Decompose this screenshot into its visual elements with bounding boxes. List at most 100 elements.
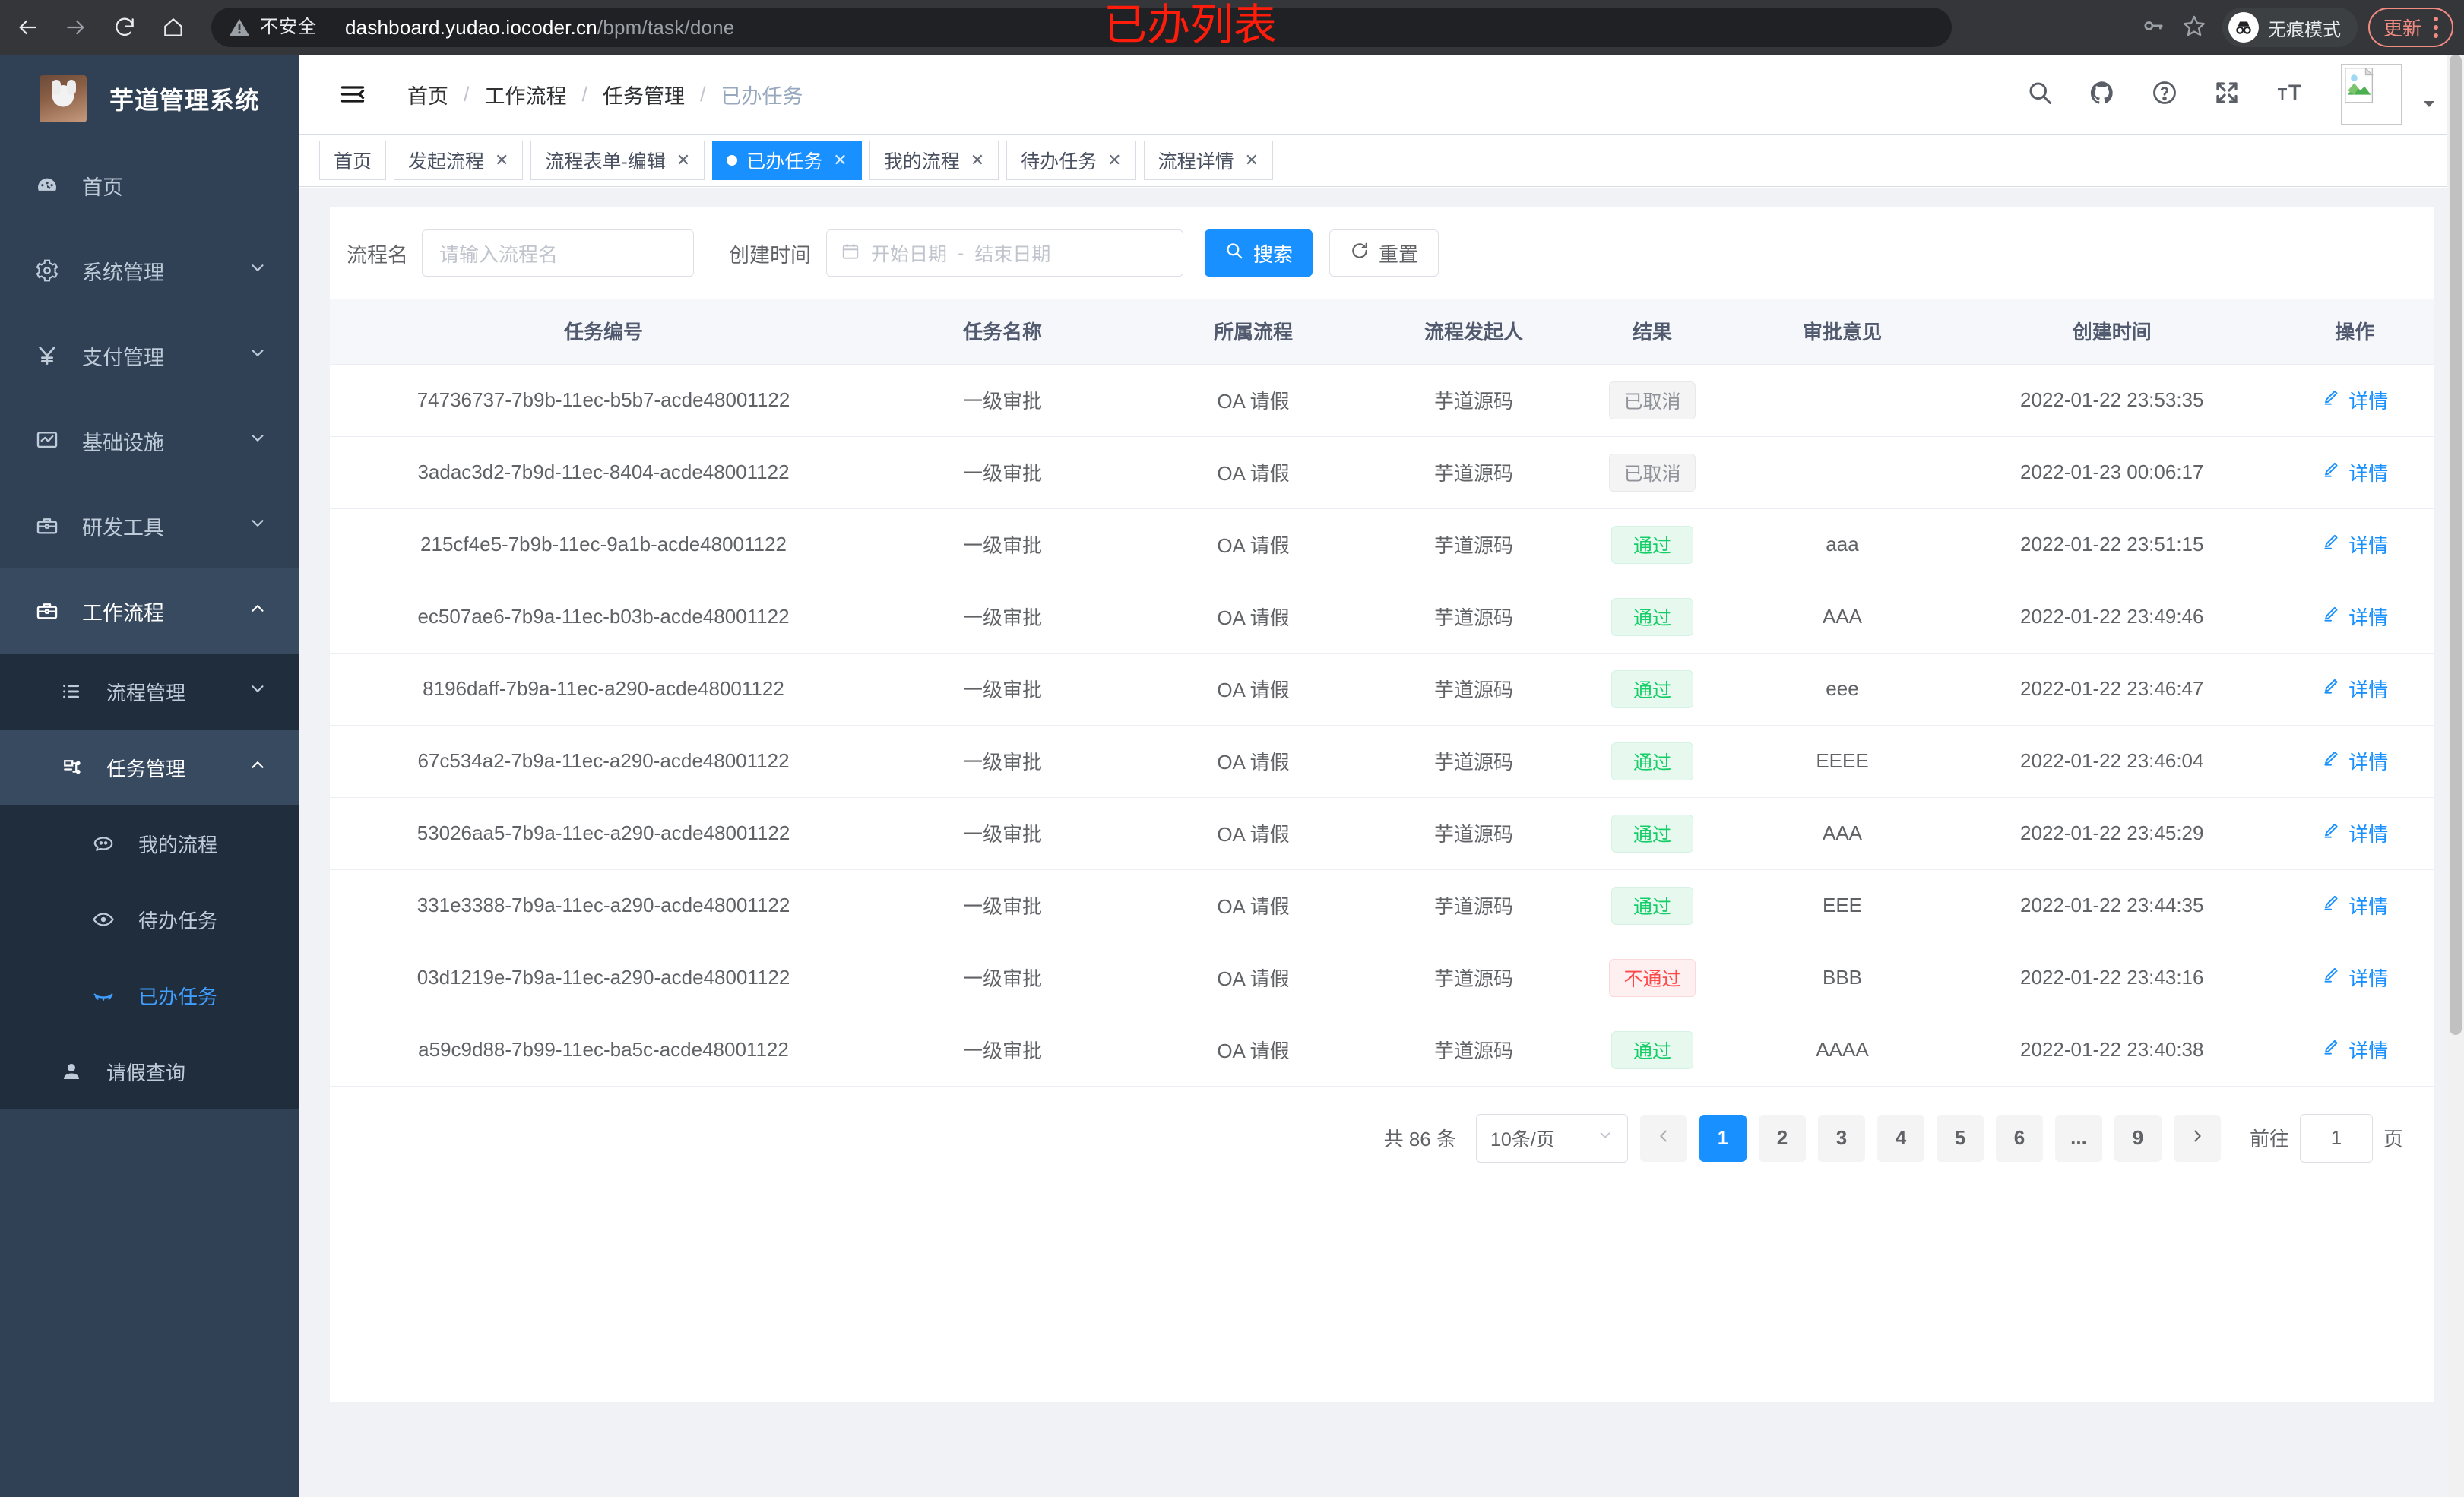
detail-button[interactable]: 详情 — [2321, 530, 2388, 559]
detail-button[interactable]: 详情 — [2321, 964, 2388, 992]
close-icon[interactable]: ✕ — [495, 150, 509, 169]
tab-process-form-edit[interactable]: 流程表单-编辑 ✕ — [530, 141, 705, 180]
prev-page-button[interactable] — [1639, 1114, 1687, 1162]
password-key-button[interactable] — [2133, 7, 2174, 48]
date-range-picker[interactable]: 开始日期 - 结束日期 — [826, 229, 1183, 277]
detail-button[interactable]: 详情 — [2321, 891, 2388, 919]
cell-result: 通过 — [1569, 508, 1736, 581]
back-button[interactable] — [6, 6, 49, 49]
brand-header[interactable]: 芋道管理系统 — [0, 55, 299, 143]
cell-result: 通过 — [1569, 653, 1736, 726]
sidebar-item-dev-tools[interactable]: 研发工具 — [0, 483, 299, 568]
table-row[interactable]: 74736737-7b9b-11ec-b5b7-acde48001122 一级审批… — [330, 364, 2434, 437]
bookmark-button[interactable] — [2174, 7, 2215, 48]
help-button[interactable] — [2148, 78, 2181, 111]
reload-button[interactable] — [103, 6, 146, 49]
table-row[interactable]: 3adac3d2-7b9d-11ec-8404-acde48001122 一级审批… — [330, 436, 2434, 509]
hamburger-icon[interactable] — [331, 81, 374, 108]
tab-process-detail[interactable]: 流程详情 ✕ — [1143, 141, 1274, 180]
page-number-button[interactable]: 3 — [1817, 1114, 1865, 1162]
table-row[interactable]: a59c9d88-7b99-11ec-ba5c-acde48001122 一级审批… — [330, 1014, 2434, 1087]
process-name-placeholder: 请输入流程名 — [439, 242, 559, 266]
cell-task-name: 一级审批 — [877, 942, 1128, 1014]
close-icon[interactable]: ✕ — [970, 150, 985, 169]
sidebar-item-my-process[interactable]: 我的流程 — [0, 805, 299, 881]
scrollbar-thumb[interactable] — [2450, 55, 2462, 1035]
table-row[interactable]: 8196daff-7b9a-11ec-a290-acde48001122 一级审批… — [330, 653, 2434, 726]
tree-node-icon — [53, 756, 90, 779]
chevron-up-icon — [248, 755, 268, 780]
detail-button[interactable]: 详情 — [2321, 603, 2388, 631]
kebab-menu-icon[interactable] — [2429, 17, 2443, 38]
update-button[interactable]: 更新 — [2367, 8, 2453, 47]
fullscreen-button[interactable] — [2210, 78, 2244, 111]
breadcrumb-item-task-management[interactable]: 任务管理 — [603, 84, 686, 108]
sidebar-item-todo-tasks[interactable]: 待办任务 — [0, 881, 299, 957]
incognito-indicator[interactable]: 无痕模式 — [2222, 8, 2358, 47]
address-bar[interactable]: 不安全 dashboard.yudao.iocoder.cn/bpm/task/… — [211, 8, 1952, 47]
page-number-button[interactable]: 2 — [1758, 1114, 1806, 1162]
detail-button[interactable]: 详情 — [2321, 458, 2388, 486]
table-row[interactable]: 215cf4e5-7b9b-11ec-9a1b-acde48001122 一级审批… — [330, 508, 2434, 581]
url-host: dashboard.yudao.iocoder.cn — [345, 15, 597, 39]
font-size-button[interactable] — [2272, 78, 2306, 111]
process-name-input[interactable]: 请输入流程名 — [422, 229, 694, 277]
cell-approval-note: BBB — [1736, 942, 1949, 1014]
page-number-button[interactable]: 6 — [1995, 1114, 2043, 1162]
sidebar-item-infrastructure[interactable]: 基础设施 — [0, 398, 299, 483]
close-icon[interactable]: ✕ — [1244, 150, 1259, 169]
detail-button[interactable]: 详情 — [2321, 1036, 2388, 1064]
table-row[interactable]: 331e3388-7b9a-11ec-a290-acde48001122 一级审批… — [330, 869, 2434, 942]
table-row[interactable]: 53026aa5-7b9a-11ec-a290-acde48001122 一级审批… — [330, 797, 2434, 870]
github-button[interactable] — [2086, 78, 2119, 111]
tab-my-process[interactable]: 我的流程 ✕ — [869, 141, 999, 180]
search-button[interactable] — [2023, 78, 2057, 111]
cell-created-time: 2022-01-22 23:49:46 — [1949, 581, 2276, 654]
page-scrollbar[interactable] — [2447, 55, 2464, 1497]
page-number-button[interactable]: 4 — [1877, 1114, 1924, 1162]
next-page-button[interactable] — [2173, 1114, 2221, 1162]
toolbox-icon — [29, 514, 65, 538]
close-icon[interactable]: ✕ — [833, 150, 847, 169]
detail-button[interactable]: 详情 — [2321, 747, 2388, 775]
search-button[interactable]: 搜索 — [1205, 229, 1313, 277]
detail-button[interactable]: 详情 — [2321, 819, 2388, 847]
table-row[interactable]: 03d1219e-7b9a-11ec-a290-acde48001122 一级审批… — [330, 942, 2434, 1014]
url-path: /bpm/task/done — [597, 15, 735, 39]
edit-pencil-icon — [2321, 893, 2341, 918]
table-row[interactable]: 67c534a2-7b9a-11ec-a290-acde48001122 一级审批… — [330, 725, 2434, 798]
page-number-button[interactable]: 1 — [1699, 1114, 1747, 1162]
sidebar-item-task-management[interactable]: 任务管理 — [0, 730, 299, 805]
page-number-button[interactable]: 5 — [1936, 1114, 1984, 1162]
sidebar-item-process-management[interactable]: 流程管理 — [0, 654, 299, 730]
sidebar-item-workflow[interactable]: 工作流程 — [0, 568, 299, 654]
page-number-button[interactable]: 9 — [2114, 1114, 2162, 1162]
chevron-down-icon[interactable] — [2420, 94, 2438, 116]
close-icon[interactable]: ✕ — [676, 150, 691, 169]
tab-todo-tasks[interactable]: 待办任务 ✕ — [1006, 141, 1136, 180]
header-tools — [2023, 64, 2464, 125]
sidebar-item-done-tasks[interactable]: 已办任务 — [0, 957, 299, 1033]
breadcrumb-item-workflow[interactable]: 工作流程 — [484, 84, 567, 108]
cell-created-time: 2022-01-22 23:43:16 — [1949, 942, 2276, 1014]
detail-button[interactable]: 详情 — [2321, 386, 2388, 414]
sidebar-item-system-management[interactable]: 系统管理 — [0, 228, 299, 313]
forward-button[interactable] — [55, 6, 97, 49]
breadcrumb-separator: / — [464, 82, 470, 106]
close-icon[interactable]: ✕ — [1107, 150, 1122, 169]
breadcrumb-item-home[interactable]: 首页 — [407, 84, 448, 108]
sidebar-item-home[interactable]: 首页 — [0, 143, 299, 228]
avatar[interactable] — [2341, 64, 2402, 125]
page-ellipsis[interactable]: ... — [2054, 1114, 2102, 1162]
sidebar-item-payment-management[interactable]: 支付管理 — [0, 313, 299, 398]
jump-page-input[interactable]: 1 — [2299, 1113, 2373, 1163]
table-row[interactable]: ec507ae6-7b9a-11ec-b03b-acde48001122 一级审批… — [330, 581, 2434, 654]
sidebar-item-leave-query[interactable]: 请假查询 — [0, 1033, 299, 1109]
home-button[interactable] — [152, 6, 195, 49]
tab-home[interactable]: 首页 — [319, 141, 387, 180]
tab-done-tasks[interactable]: 已办任务 ✕ — [712, 141, 862, 180]
reset-button[interactable]: 重置 — [1329, 229, 1439, 277]
detail-button[interactable]: 详情 — [2321, 675, 2388, 703]
tab-start-process[interactable]: 发起流程 ✕ — [394, 141, 524, 180]
page-size-select[interactable]: 10条/页 — [1475, 1113, 1628, 1163]
